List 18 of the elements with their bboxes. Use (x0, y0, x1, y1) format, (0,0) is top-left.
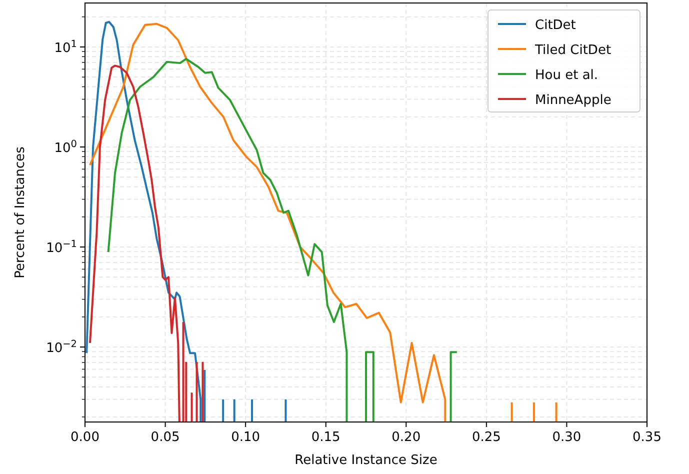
y-tick-label: 10$^{−1}$ (46, 238, 77, 256)
y-tick-label: 10$^{0}$ (54, 138, 77, 156)
x-tick-label: 0.20 (392, 430, 421, 445)
y-tick-label: 10$^{1}$ (54, 38, 77, 56)
x-tick-label: 0.05 (150, 430, 180, 445)
x-tick-label: 0.15 (311, 430, 340, 445)
x-tick-label: 0.25 (472, 430, 501, 445)
legend-label: MinneApple (535, 93, 612, 108)
y-tick-label: 10$^{−2}$ (46, 338, 77, 356)
legend-label: Hou et al. (535, 68, 598, 83)
y-axis-title: Percent of Instances (13, 146, 28, 278)
legend-label: Tiled CitDet (534, 43, 612, 58)
x-tick-label: 0.00 (70, 430, 100, 445)
legend-label: CitDet (535, 18, 576, 33)
x-tick-label: 0.35 (632, 430, 662, 445)
x-tick-label: 0.30 (552, 430, 582, 445)
x-axis-title: Relative Instance Size (294, 453, 438, 468)
x-tick-label: 0.10 (231, 430, 260, 445)
